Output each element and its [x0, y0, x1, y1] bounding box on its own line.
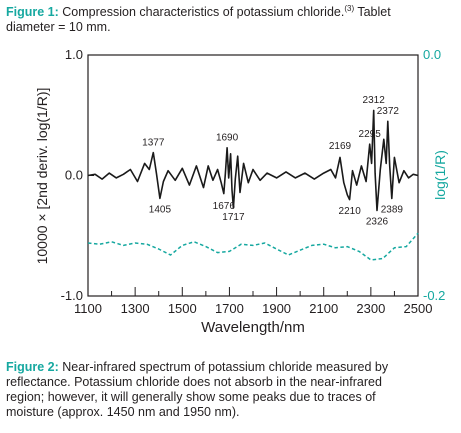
peak-label: 2312: [363, 95, 386, 106]
figure-2-line3: region; however, it will generally show …: [6, 390, 376, 404]
figure-2-line1: Near-infrared spectrum of potassium chlo…: [58, 360, 389, 374]
peak-label: 1676: [213, 201, 236, 212]
y-axis-left-label: 10000 × [2nd deriv. log(1/R)]: [34, 88, 50, 265]
peak-label: 2372: [377, 106, 400, 117]
y-right-tick-label: -0.2: [423, 288, 445, 303]
x-tick-label: 2100: [309, 301, 338, 316]
figure-2-line2: reflectance. Potassium chloride does not…: [6, 375, 382, 389]
series-layer: [87, 109, 419, 261]
plot-frame: [87, 54, 419, 297]
nir-spectrum-chart: 1100 1300 1500 1700 1900 2100 2300 2500 1.0 0.0 -1…: [34, 47, 448, 336]
x-tick-label: 1300: [121, 301, 150, 316]
figure-1-text-line2: diameter = 10 mm.: [6, 20, 111, 34]
y-left-tick-label: 0.0: [65, 168, 83, 183]
peak-label: 1377: [142, 137, 165, 148]
figure-2-line4: moisture (approx. 1450 nm and 1950 nm).: [6, 405, 240, 419]
peak-label: 1690: [216, 133, 239, 144]
y-axis-right-label: log(1/R): [432, 150, 448, 200]
peak-label: 2169: [329, 141, 352, 152]
figure-2-label: Figure 2:: [6, 360, 59, 374]
y-left-tick-label: 1.0: [65, 47, 83, 62]
peak-label: 2210: [339, 206, 362, 217]
figure-1-caption: Figure 1: Compression characteristics of…: [6, 3, 456, 35]
x-tick-label: 2300: [356, 301, 385, 316]
peak-label: 1717: [222, 212, 245, 223]
x-tick-label: 1500: [168, 301, 197, 316]
figure-1-text: Compression characteristics of potassium…: [58, 5, 345, 19]
x-tick-label: 2500: [404, 301, 433, 316]
x-axis-label: Wavelength/nm: [201, 319, 305, 336]
figure-1-label: Figure 1:: [6, 5, 59, 19]
x-tick-label: 1700: [215, 301, 244, 316]
derivative-series-line: [87, 109, 419, 212]
figure-1-reference: (3): [344, 3, 355, 13]
figure-2-caption: Figure 2: Near-infrared spectrum of pota…: [6, 360, 456, 420]
absorbance-series-line: [87, 232, 419, 261]
peak-label: 1405: [149, 205, 172, 216]
axis-ticks: 1100 1300 1500 1700 1900 2100 2300 2500 1.0 0.0 -1…: [61, 47, 446, 316]
y-right-tick-label: 0.0: [423, 47, 441, 62]
peak-label: 2389: [381, 205, 404, 216]
y-left-tick-label: -1.0: [61, 288, 83, 303]
x-tick-label: 1900: [262, 301, 291, 316]
peak-label: 2295: [359, 129, 382, 140]
peak-labels: 1377 1405 1676 1690 1717 2169 2210 2295 2312 2326…: [142, 95, 403, 227]
figure-1-text-end: Tablet: [354, 5, 391, 19]
x-tick-label: 1100: [74, 301, 102, 316]
peak-label: 2326: [366, 217, 389, 228]
